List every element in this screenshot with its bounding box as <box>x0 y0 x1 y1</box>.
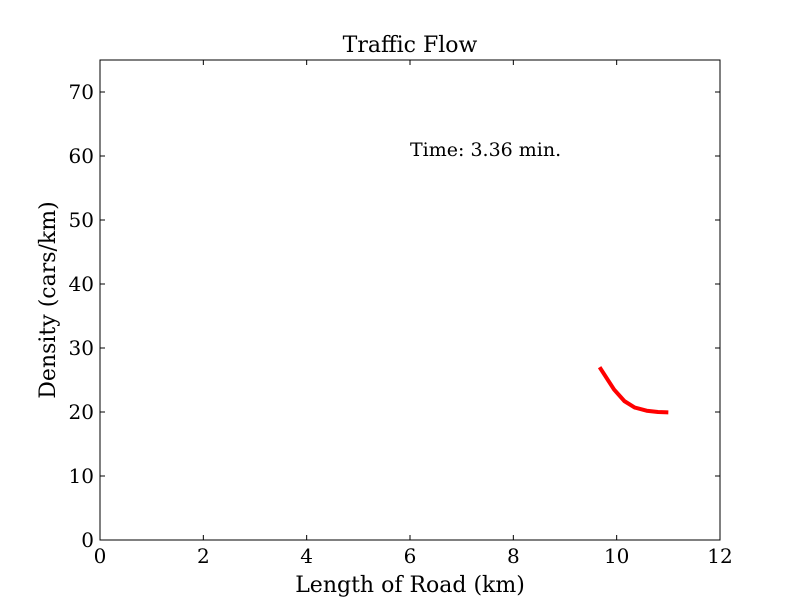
y-tick-label-0: 0 <box>81 528 94 552</box>
x-tick-label-3: 6 <box>404 544 417 568</box>
x-tick-label-6: 12 <box>707 544 732 568</box>
y-tick-label-1: 10 <box>69 464 94 488</box>
y-tick-label-3: 30 <box>69 336 94 360</box>
y-axis-label: Density (cars/km) <box>36 201 61 398</box>
x-tick-label-2: 4 <box>300 544 313 568</box>
y-tick-label-6: 60 <box>69 144 94 168</box>
chart-title: Traffic Flow <box>343 33 478 58</box>
plot-frame <box>99 59 721 541</box>
y-tick-label-7: 70 <box>69 80 94 104</box>
x-tick-label-5: 10 <box>604 544 629 568</box>
density-series-line-0 <box>597 366 669 415</box>
x-tick-label-1: 2 <box>197 544 210 568</box>
time-annotation: Time: 3.36 min. <box>410 139 561 161</box>
y-tick-label-5: 50 <box>69 208 94 232</box>
x-tick-label-0: 0 <box>94 544 107 568</box>
axis-ticks: 0 2 4 6 8 10 12 0 10 20 30 40 50 60 70 <box>69 60 733 568</box>
x-axis-label: Length of Road (km) <box>295 573 525 598</box>
y-tick-label-2: 20 <box>69 400 94 424</box>
x-tick-label-4: 8 <box>507 544 520 568</box>
y-tick-label-4: 40 <box>69 272 94 296</box>
plot-lines <box>597 366 669 415</box>
